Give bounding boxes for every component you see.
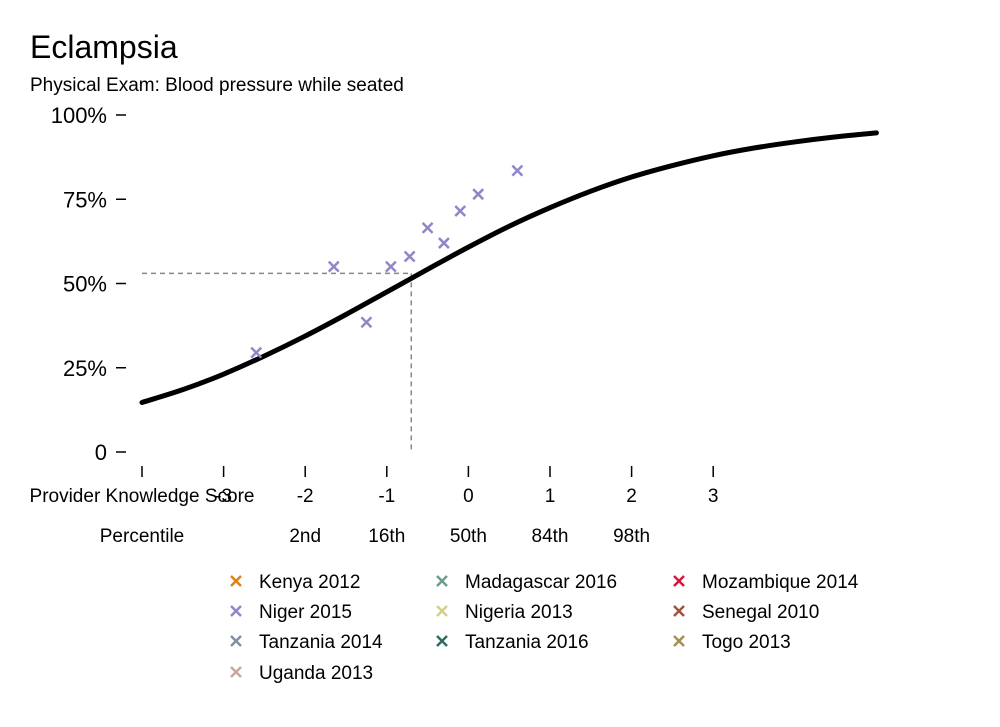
legend: Kenya 2012 Madagascar 2016 Mozambique 2014… [230, 572, 859, 684]
percentile-label: 84th [532, 526, 569, 547]
legend-item: Uganda 2013 [230, 663, 373, 684]
legend-marker [673, 575, 685, 587]
y-tick-label: 75% [63, 187, 107, 212]
legend-marker [230, 666, 242, 678]
legend-label: Tanzania 2014 [259, 632, 383, 653]
percentile-label: 2nd [289, 526, 321, 547]
percentile-label: 98th [613, 526, 650, 547]
legend-label: Tanzania 2016 [465, 632, 589, 653]
legend-marker [673, 635, 685, 647]
y-axis: 0 25% 50% 75% 100% [51, 103, 126, 465]
x-tick-label: 3 [708, 486, 719, 507]
legend-item: Niger 2015 [230, 602, 352, 623]
legend-item: Madagascar 2016 [436, 572, 617, 593]
reference-lines [142, 272, 413, 452]
legend-marker [673, 605, 685, 617]
data-point [327, 260, 340, 273]
x-tick-label: 0 [463, 486, 474, 507]
legend-marker [436, 605, 448, 617]
data-points [250, 164, 524, 359]
percentile-label: 16th [368, 526, 405, 547]
data-point [438, 237, 450, 249]
legend-marker [436, 575, 448, 587]
chart-subtitle: Physical Exam: Blood pressure while seat… [30, 75, 404, 96]
y-tick-label: 25% [63, 356, 107, 381]
legend-marker [436, 635, 448, 647]
y-tick-label: 0 [95, 440, 107, 465]
data-point [421, 222, 434, 234]
legend-item: Mozambique 2014 [673, 572, 859, 593]
legend-label: Mozambique 2014 [702, 572, 859, 593]
data-point [511, 164, 524, 177]
data-point [384, 260, 397, 273]
legend-label: Madagascar 2016 [465, 572, 617, 593]
legend-marker [230, 635, 242, 647]
legend-item: Kenya 2012 [230, 572, 360, 593]
x-tick-label: 1 [545, 486, 556, 507]
chart-title: Eclampsia [30, 29, 178, 65]
x-tick-label: 2 [626, 486, 637, 507]
data-point [360, 316, 373, 329]
x-tick-label: -3 [215, 486, 232, 507]
x-tick-label: -2 [297, 486, 314, 507]
legend-label: Uganda 2013 [259, 663, 373, 684]
legend-item: Senegal 2010 [673, 602, 819, 623]
data-point [454, 205, 467, 217]
legend-label: Senegal 2010 [702, 602, 819, 623]
x-axis-label: Provider Knowledge Score [30, 486, 255, 507]
legend-label: Kenya 2012 [259, 572, 360, 593]
legend-item: Nigeria 2013 [436, 602, 573, 623]
legend-label: Niger 2015 [259, 602, 352, 623]
legend-label: Togo 2013 [702, 632, 791, 653]
legend-item: Togo 2013 [673, 632, 791, 653]
x-axis: -3 -2 -1 0 1 2 3 [141, 466, 719, 507]
x-tick-label: -1 [378, 486, 395, 507]
legend-marker [230, 575, 242, 587]
percentile-axis-label: Percentile [100, 526, 185, 547]
y-tick-label: 100% [51, 103, 107, 128]
data-point [403, 250, 416, 263]
percentile-axis: 2nd 16th 50th 84th 98th [289, 526, 650, 547]
legend-item: Tanzania 2014 [230, 632, 383, 653]
data-point [250, 346, 263, 359]
legend-marker [230, 605, 242, 617]
legend-label: Nigeria 2013 [465, 602, 573, 623]
fitted-curve [139, 130, 879, 405]
y-tick-label: 50% [63, 272, 107, 297]
legend-item: Tanzania 2016 [436, 632, 589, 653]
data-point [472, 188, 485, 201]
percentile-label: 50th [450, 526, 487, 547]
